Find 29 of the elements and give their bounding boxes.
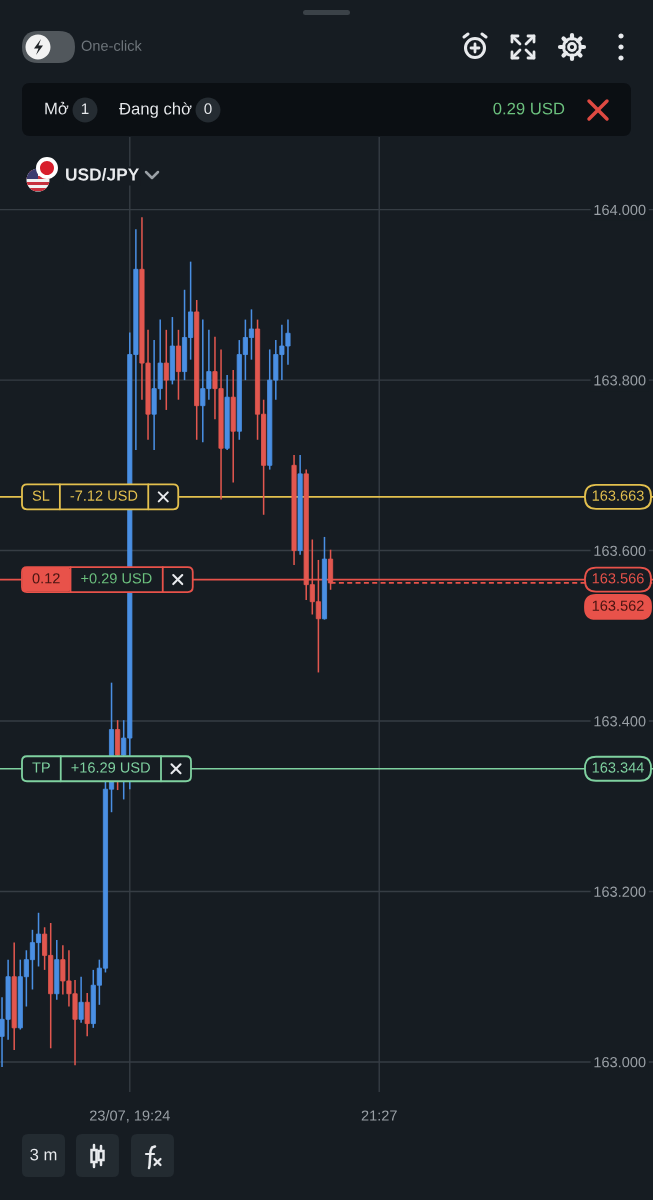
annotation: 3 m: [30, 1148, 57, 1161]
annotation: -7.12 USD: [70, 490, 138, 501]
y-tick-label: 163.600: [594, 545, 646, 556]
x-tick-label: 23/07, 19:24: [89, 1110, 170, 1123]
annotation: SL: [32, 490, 50, 501]
y-tick-label: 163.200: [594, 886, 646, 897]
ref-line-label: 163.566: [592, 573, 644, 584]
candlestick: [84, 992, 90, 1038]
x-tick-label: 21:27: [361, 1110, 397, 1121]
annotation: 0.29 USD: [493, 102, 565, 115]
ref-line-label: 163.344: [592, 762, 644, 773]
candlestick: [78, 975, 84, 1024]
annotation: TP: [32, 762, 50, 773]
legend-label: 163.562: [592, 600, 644, 611]
y-tick-label: 164.000: [594, 204, 646, 216]
annotation: Đang chờ: [119, 102, 192, 118]
y-tick-label: 163.800: [594, 375, 646, 386]
annotation: One-click: [81, 40, 142, 51]
annotation: 1: [81, 103, 89, 114]
y-tick-label: 163.400: [594, 716, 646, 727]
annotation: +0.29 USD: [81, 573, 152, 584]
ref-line-label: 163.663: [592, 490, 644, 501]
annotation: Mở: [45, 101, 69, 115]
annotation: 0.12: [32, 573, 60, 584]
y-tick-label: 163.000: [594, 1057, 646, 1068]
text: USD/JPY: [66, 167, 140, 181]
candlestick: [163, 329, 169, 411]
annotation: +16.29 USD: [71, 762, 150, 773]
annotation: 0: [204, 103, 212, 115]
